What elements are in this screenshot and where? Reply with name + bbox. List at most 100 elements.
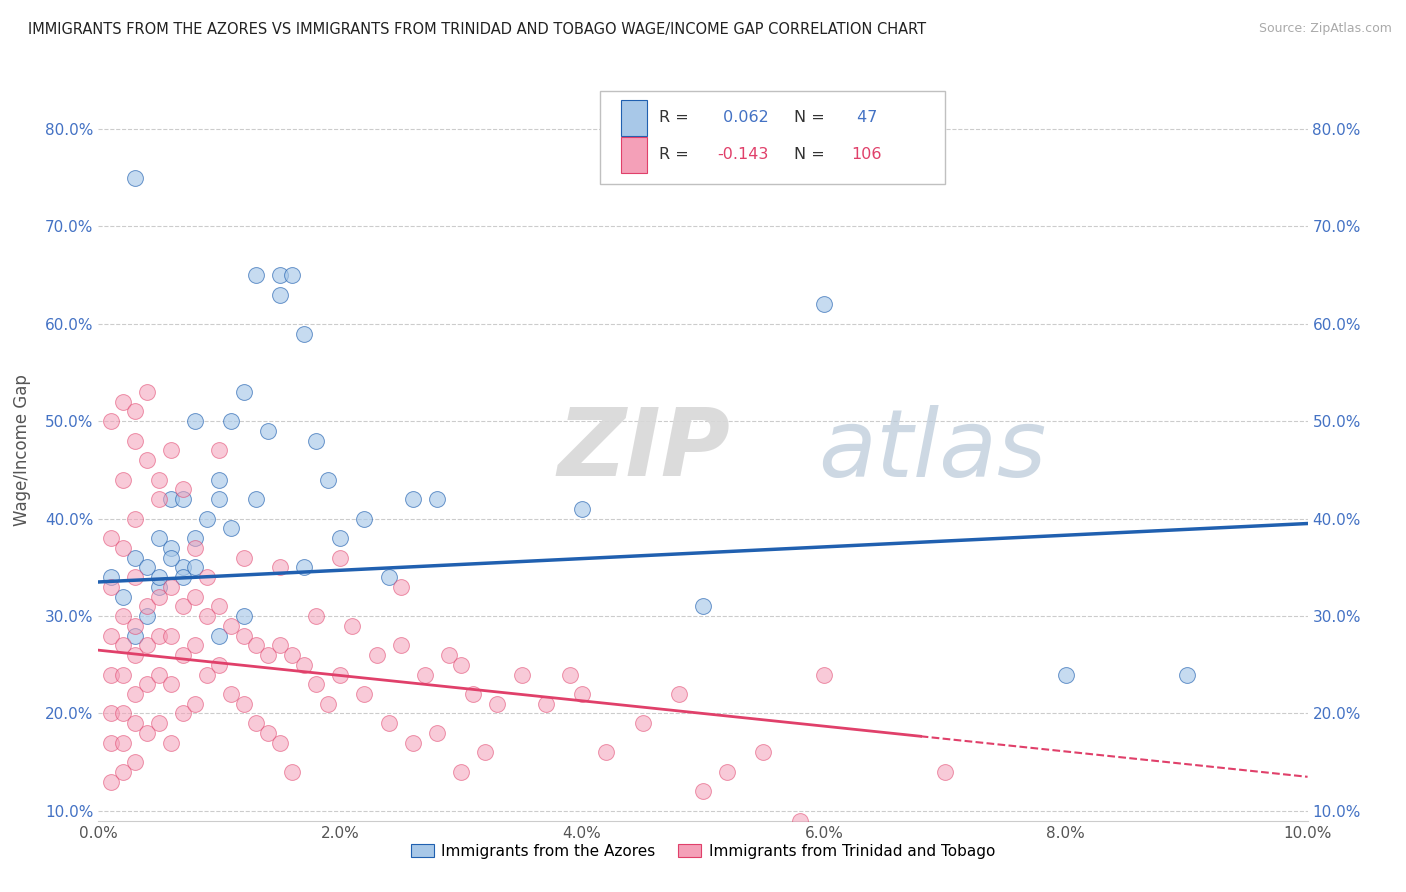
Point [377,716,399,731]
Point [148,580,170,594]
Text: IMMIGRANTS FROM THE AZORES VS IMMIGRANTS FROM TRINIDAD AND TOBAGO WAGE/INCOME GA: IMMIGRANTS FROM THE AZORES VS IMMIGRANTS… [28,22,927,37]
Point [195,667,218,681]
Point [208,492,231,507]
Bar [621,137,647,173]
Point [269,560,291,574]
Point [402,736,425,750]
Point [245,638,267,652]
Point [160,736,183,750]
Point [221,687,243,701]
Text: R =: R = [659,110,695,125]
Point [571,687,593,701]
Point [208,657,231,672]
Point [172,483,194,497]
Point [124,550,146,565]
Point [100,774,122,789]
Point [389,580,412,594]
Point [413,667,436,681]
Point [111,638,134,652]
Point [752,746,775,760]
Point [232,697,254,711]
Point [329,531,352,545]
Point [305,609,328,624]
Point [716,764,738,779]
Point [184,414,207,428]
Point [450,764,472,779]
Point [668,687,690,701]
Point [160,443,183,458]
Point [208,473,231,487]
Point [292,560,315,574]
Point [111,764,134,779]
Point [486,697,509,711]
Point [160,580,183,594]
Text: -0.143: -0.143 [717,147,769,161]
Point [135,599,157,614]
Point [316,697,339,711]
Point [184,638,207,652]
Point [692,599,714,614]
Point [124,648,146,662]
Point [342,619,364,633]
Point [571,502,593,516]
Point [232,628,254,642]
Point [208,599,231,614]
Point [160,677,183,691]
Point [281,648,304,662]
Point [595,746,617,760]
Point [245,268,267,282]
Point [316,473,339,487]
Point [148,492,170,507]
Point [631,716,654,731]
Point [100,570,122,584]
Point [789,814,811,828]
Point [873,833,896,847]
Point [195,511,218,525]
Y-axis label: Wage/Income Gap: Wage/Income Gap [13,375,31,526]
Point [450,657,472,672]
Point [208,443,231,458]
Point [221,521,243,535]
Point [184,590,207,604]
Point [148,570,170,584]
Point [148,667,170,681]
Point [124,755,146,769]
Point [124,716,146,731]
Point [135,453,157,467]
Point [292,326,315,341]
Point [184,541,207,555]
Point [510,667,533,681]
Point [558,667,581,681]
Text: ZIP: ZIP [558,404,731,497]
Text: N =: N = [793,147,830,161]
Point [111,394,134,409]
Point [111,736,134,750]
Point [245,716,267,731]
Point [402,492,425,507]
Text: 47: 47 [852,110,877,125]
Point [305,434,328,448]
Point [111,541,134,555]
Point [172,492,194,507]
Point [353,511,375,525]
Point [184,531,207,545]
Point [100,706,122,721]
Point [111,667,134,681]
Point [124,170,146,185]
Text: Source: ZipAtlas.com: Source: ZipAtlas.com [1258,22,1392,36]
Point [813,297,835,311]
Point [813,667,835,681]
Point [463,687,485,701]
Point [281,268,304,282]
Point [172,570,194,584]
FancyBboxPatch shape [600,91,945,184]
Point [232,609,254,624]
Point [269,736,291,750]
Point [281,764,304,779]
Point [1054,667,1077,681]
Point [135,638,157,652]
Text: atlas: atlas [818,405,1046,496]
Point [366,648,388,662]
Point [692,784,714,798]
Point [160,541,183,555]
